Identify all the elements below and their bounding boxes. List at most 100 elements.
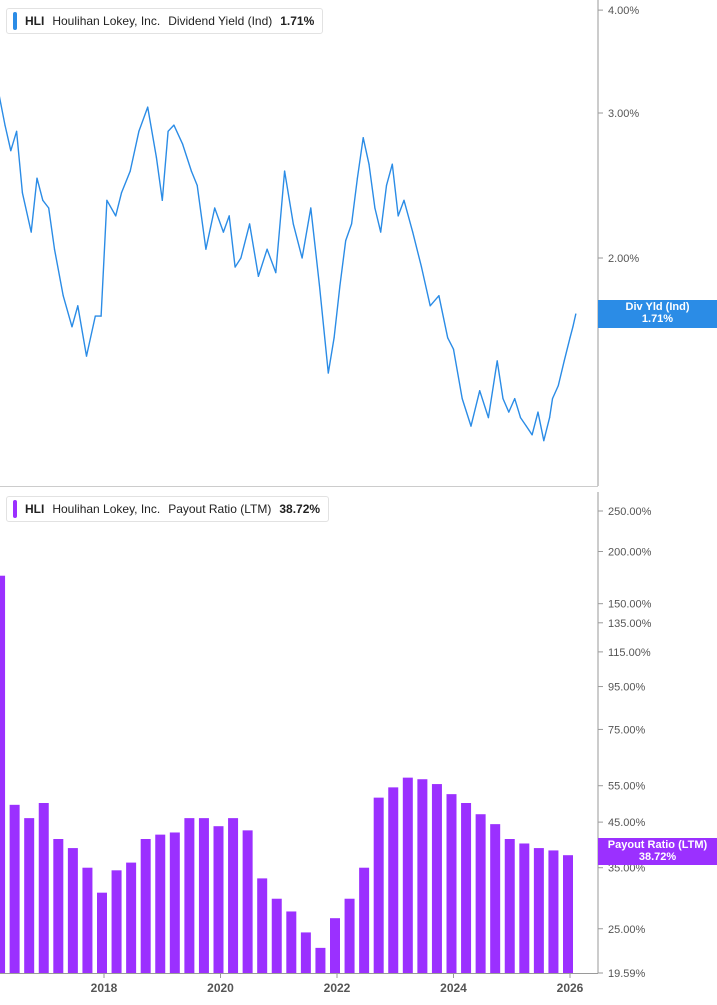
yield-point [397, 215, 399, 217]
yield-point [502, 397, 504, 400]
payout-bar [0, 575, 6, 973]
payout-bar [504, 839, 515, 973]
yield-point [496, 360, 498, 362]
yield-point [16, 130, 18, 132]
yield-point [479, 390, 481, 392]
payout-ratio-legend[interactable]: HLI Houlihan Lokey, Inc. Payout Ratio (L… [6, 496, 330, 522]
payout-bar [97, 892, 107, 973]
yield-point [77, 305, 79, 307]
dividend-yield-line [0, 96, 577, 442]
y-tick-label: 3.00% [608, 108, 639, 120]
yield-point [339, 285, 341, 287]
y-tick-label: 115.00% [608, 647, 651, 659]
yield-point [249, 223, 251, 225]
y-tick-label: 95.00% [608, 682, 646, 694]
yield-point [551, 397, 554, 400]
payout-bar [431, 784, 442, 973]
yield-point [374, 207, 376, 209]
yield-point [391, 163, 393, 165]
yield-point [385, 184, 388, 187]
dividend-yield-plot [0, 96, 577, 442]
yield-point [333, 337, 335, 339]
legend-metric: Payout Ratio (LTM) [168, 502, 272, 516]
yield-point [71, 326, 73, 328]
y-tick-label: 45.00% [608, 817, 646, 829]
yield-point [205, 248, 207, 250]
yield-point [4, 124, 6, 126]
y-tick-label: 2.00% [608, 253, 639, 265]
y-tick-label: 200.00% [608, 546, 652, 558]
yield-point [30, 231, 32, 233]
payout-bar [373, 797, 384, 973]
payout-bar [548, 850, 559, 973]
yield-point [380, 231, 382, 233]
payout-bar [228, 818, 239, 973]
yield-point [173, 124, 175, 126]
payout-ratio-current-tag: Payout Ratio (LTM) 38.72% [598, 838, 717, 865]
series-color-swatch [13, 500, 17, 518]
yield-point [447, 337, 449, 339]
yield-point [106, 199, 108, 201]
yield-point [318, 285, 321, 287]
yield-point [129, 170, 131, 172]
payout-bar [315, 947, 326, 973]
yield-point [356, 177, 358, 179]
yield-point [327, 372, 329, 374]
yield-point [452, 348, 455, 350]
y-tick-label: 19.59% [608, 968, 646, 980]
yield-point [138, 130, 140, 132]
yield-point [531, 434, 533, 436]
legend-company: Houlihan Lokey, Inc. [52, 502, 161, 516]
yield-point [537, 411, 539, 413]
y-tick-label: 150.00% [608, 599, 652, 611]
x-axis-ticks: 2018 2020 2022 2024 2026 [91, 973, 584, 995]
payout-bar [330, 918, 340, 973]
payout-bar [461, 802, 472, 973]
payout-bar [300, 932, 311, 973]
dividend-yield-legend[interactable]: HLI Houlihan Lokey, Inc. Dividend Yield … [6, 8, 324, 34]
payout-bar [446, 794, 457, 973]
payout-bar [140, 839, 151, 973]
y-tick-label: 75.00% [608, 724, 646, 736]
y-tick-label: 135.00% [608, 618, 652, 630]
yield-point [100, 315, 102, 317]
div-yield-current-tag: Div Yld (Ind) 1.71% [598, 300, 717, 328]
yield-point [412, 231, 414, 233]
payout-bar [198, 818, 209, 973]
y-tick-label: 250.00% [608, 506, 652, 518]
yield-point [292, 223, 294, 225]
yield-point [519, 416, 522, 419]
yield-point [196, 184, 198, 187]
yield-point [85, 355, 88, 357]
yield-point [161, 199, 163, 201]
payout-bar [67, 848, 78, 973]
x-tick-label: 2026 [557, 981, 584, 995]
yield-point [572, 326, 574, 328]
yield-point [147, 106, 149, 108]
legend-metric: Dividend Yield (Ind) [168, 14, 273, 28]
yield-point [569, 337, 571, 339]
payout-bar [111, 870, 122, 973]
top-y-ticks: 4.00% 3.00% 2.00% [598, 5, 639, 265]
yield-point [53, 248, 56, 250]
tag-label: Payout Ratio (LTM) [607, 839, 708, 851]
payout-bar [490, 824, 501, 973]
yield-point [487, 416, 490, 419]
x-tick-label: 2024 [440, 981, 467, 995]
yield-point [190, 170, 192, 172]
payout-bar [257, 878, 268, 973]
yield-point [420, 266, 423, 268]
x-tick-label: 2020 [207, 981, 234, 995]
yield-point [115, 215, 117, 217]
yield-point [368, 163, 370, 165]
legend-company: Houlihan Lokey, Inc. [52, 14, 161, 28]
yield-point [283, 170, 286, 172]
payout-bar [286, 911, 297, 973]
payout-bar [359, 867, 370, 973]
payout-ratio-plot [0, 575, 573, 973]
yield-point [403, 199, 405, 201]
yield-point [234, 266, 236, 268]
yield-point [429, 305, 431, 307]
payout-bar [344, 898, 355, 973]
